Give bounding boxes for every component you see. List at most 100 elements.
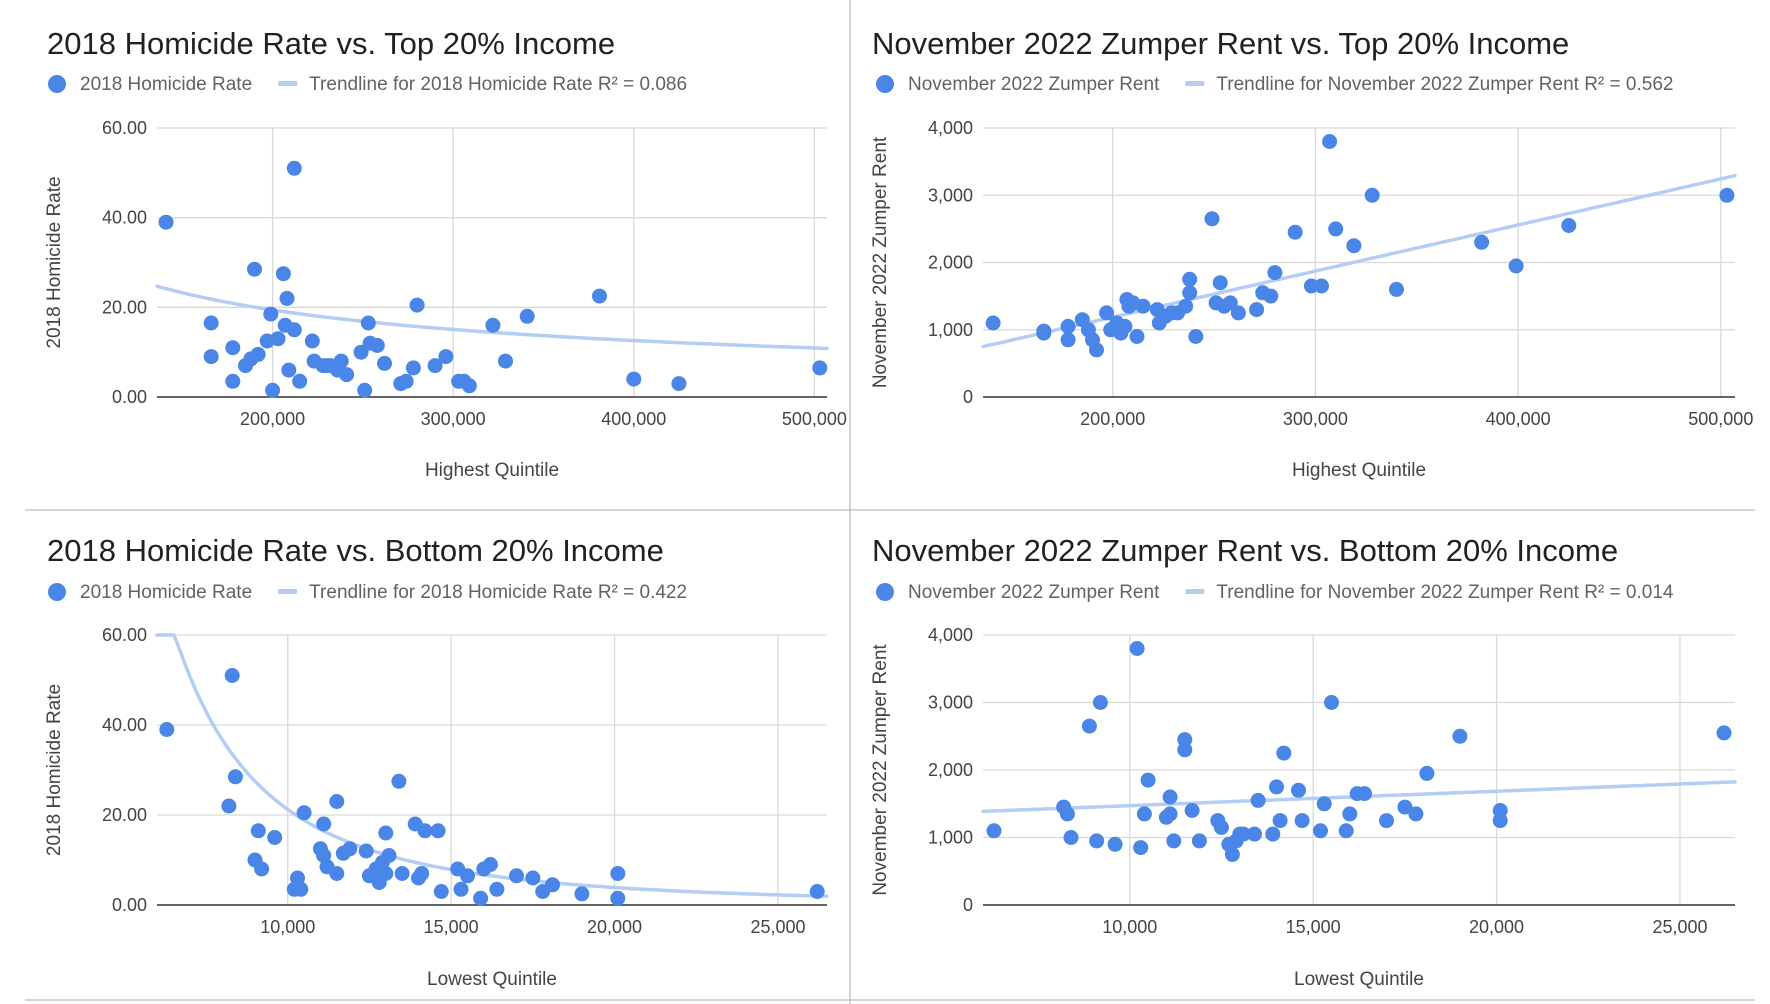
data-point: [158, 214, 174, 230]
data-point: [610, 866, 626, 881]
x-tick-label: 200,000: [1080, 409, 1145, 429]
data-point: [427, 358, 443, 374]
data-point: [1188, 329, 1204, 344]
legend-label-trendline: Trendline for November 2022 Zumper Rent …: [1216, 582, 1674, 603]
data-point: [286, 160, 302, 176]
data-point: [574, 886, 590, 902]
data-point: [1178, 298, 1194, 314]
legend-label-points: 2018 Homicide Rate: [80, 74, 252, 95]
data-point: [1492, 813, 1508, 829]
data-point: [498, 353, 513, 369]
data-point: [394, 866, 410, 881]
data-point: [378, 866, 394, 881]
data-point: [342, 841, 358, 857]
y-tick-label: 4,000: [928, 118, 973, 138]
data-point: [1092, 695, 1108, 710]
legend-label-points: November 2022 Zumper Rent: [908, 74, 1160, 95]
data-point: [414, 866, 430, 881]
x-axis-label: Highest Quintile: [1292, 460, 1426, 481]
chart-title: 2018 Homicide Rate vs. Bottom 20% Income: [47, 533, 664, 568]
data-point: [626, 371, 642, 387]
data-point: [1063, 830, 1079, 845]
data-point: [391, 773, 407, 789]
x-tick-label: 400,000: [1486, 409, 1551, 429]
data-point: [1224, 846, 1240, 862]
y-axis-label: 2018 Homicide Rate: [44, 176, 65, 348]
data-point: [275, 266, 291, 282]
x-tick-label: 10,000: [1102, 917, 1157, 937]
data-point: [227, 769, 243, 785]
data-point: [1182, 285, 1198, 301]
data-point: [1561, 218, 1577, 233]
data-point: [270, 331, 286, 347]
chart-title: November 2022 Zumper Rent vs. Top 20% In…: [872, 26, 1569, 61]
legend-marker-points: [48, 75, 66, 93]
x-axis-label: Lowest Quintile: [427, 969, 557, 990]
data-point: [1249, 302, 1265, 318]
y-tick-label: 1,000: [928, 320, 973, 340]
x-tick-label: 500,000: [1688, 409, 1753, 429]
x-tick-label: 15,000: [424, 917, 479, 937]
data-point: [525, 870, 541, 886]
data-point: [1719, 187, 1735, 203]
y-tick-label: 2,000: [928, 760, 973, 780]
data-point: [1474, 234, 1490, 250]
data-point: [671, 376, 687, 392]
data-point: [316, 848, 332, 863]
data-point: [1247, 826, 1262, 842]
data-point: [378, 825, 394, 841]
data-point: [304, 333, 320, 349]
legend-label-points: November 2022 Zumper Rent: [908, 582, 1160, 603]
data-point: [1213, 819, 1229, 835]
data-point: [1324, 695, 1339, 710]
y-axis-label: November 2022 Zumper Rent: [870, 644, 891, 896]
y-tick-label: 0: [963, 895, 973, 915]
x-tick-label: 300,000: [421, 409, 486, 429]
data-point: [254, 861, 270, 877]
data-point: [545, 877, 560, 893]
legend-label-points: 2018 Homicide Rate: [80, 582, 252, 603]
data-point: [1357, 786, 1372, 802]
data-point: [460, 868, 475, 884]
data-point: [1140, 772, 1156, 788]
chart-2: November 2022 Zumper Rent vs. Top 20% In…: [870, 26, 1753, 481]
y-tick-label: 40.00: [102, 715, 147, 735]
data-point: [433, 884, 449, 899]
data-point: [1089, 833, 1105, 849]
chart-1: 2018 Homicide Rate vs. Top 20% Income 201…: [44, 26, 847, 481]
data-point: [985, 315, 1001, 331]
data-point: [1081, 718, 1097, 734]
data-point: [203, 349, 219, 365]
data-point: [1389, 281, 1404, 297]
data-point: [809, 884, 825, 899]
legend-label-trendline: Trendline for November 2022 Zumper Rent …: [1216, 74, 1673, 95]
chart-3: 2018 Homicide Rate vs. Bottom 20% Income…: [44, 533, 829, 990]
data-point: [1230, 305, 1246, 321]
y-tick-label: 3,000: [928, 693, 973, 713]
y-tick-label: 20.00: [102, 297, 147, 317]
x-tick-label: 400,000: [601, 409, 666, 429]
data-point: [519, 308, 535, 324]
data-point: [329, 866, 345, 881]
data-point: [1162, 806, 1178, 822]
data-point: [358, 843, 374, 859]
data-point: [1060, 318, 1076, 334]
data-point: [1250, 792, 1266, 808]
data-point: [263, 306, 279, 322]
data-point: [438, 349, 454, 365]
legend-label-trendline: Trendline for 2018 Homicide Rate R² = 0.…: [309, 74, 687, 95]
data-point: [1328, 221, 1344, 237]
y-tick-label: 20.00: [102, 805, 147, 825]
x-tick-label: 25,000: [1652, 917, 1707, 937]
data-point: [1263, 288, 1279, 304]
y-tick-label: 3,000: [928, 185, 973, 205]
data-point: [281, 362, 297, 378]
x-tick-label: 20,000: [1469, 917, 1524, 937]
data-point: [1287, 224, 1303, 240]
y-tick-label: 2,000: [928, 253, 973, 273]
chart-title: November 2022 Zumper Rent vs. Bottom 20%…: [872, 533, 1618, 568]
data-point: [1342, 806, 1358, 822]
data-point: [265, 382, 281, 398]
data-point: [159, 722, 175, 737]
